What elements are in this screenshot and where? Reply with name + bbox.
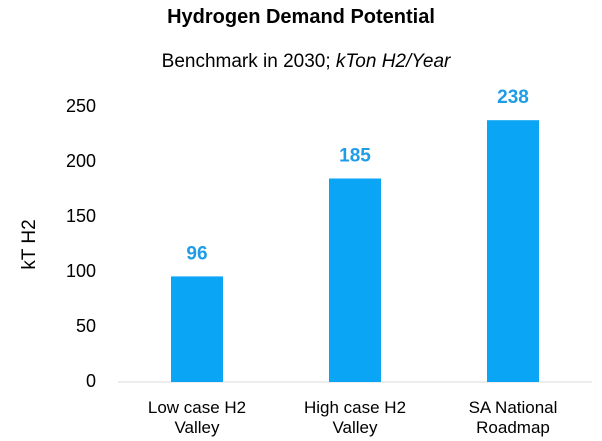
- data-label: 185: [339, 146, 371, 167]
- y-tick-label: 0: [86, 371, 96, 391]
- subtitle-unit: kTon H2/Year: [335, 51, 451, 72]
- x-tick-label: Low case H2 Valley: [147, 398, 247, 437]
- data-label: 238: [497, 87, 529, 108]
- subtitle-text: Benchmark in 2030;: [161, 51, 331, 72]
- bar: [329, 178, 381, 382]
- bar: [171, 276, 223, 382]
- chart-subtitle: Benchmark in 2030; kTon H2/Year: [136, 46, 476, 78]
- data-label: 96: [186, 243, 207, 264]
- chart-title: Hydrogen Demand Potential: [167, 6, 435, 28]
- bar: [487, 120, 539, 382]
- y-tick-label: 150: [66, 206, 96, 226]
- y-axis-label: kT H2: [19, 219, 40, 269]
- y-tick-label: 200: [66, 151, 96, 171]
- y-tick-label: 50: [76, 316, 96, 336]
- x-tick-label: SA National Roadmap: [468, 398, 558, 437]
- x-tick-label: High case H2 Valley: [303, 398, 407, 437]
- y-tick-label: 100: [66, 261, 96, 281]
- y-tick-label: 250: [66, 96, 96, 116]
